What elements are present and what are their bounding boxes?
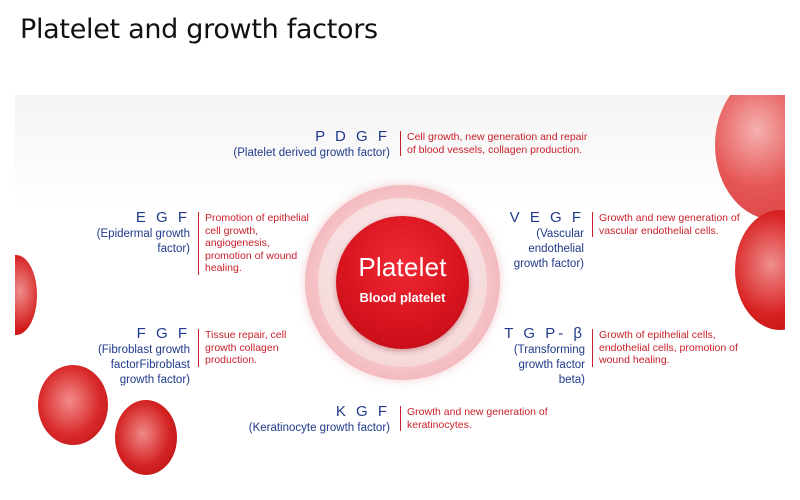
- pdgf-description: Cell growth, new generation and repair o…: [400, 131, 592, 156]
- red-blood-cell-image: [38, 365, 108, 445]
- pdgf-abbreviation: P D G F: [315, 128, 390, 145]
- fgf-label: F G F (Fibroblast growth factorFibroblas…: [85, 325, 190, 388]
- red-blood-cell-image: [15, 255, 37, 335]
- platelet-core: [336, 216, 469, 349]
- egf-label: E G F (Epidermal growth factor): [75, 209, 190, 257]
- pdgf-label: P D G F (Platelet derived growth factor): [210, 128, 390, 161]
- egf-abbreviation: E G F: [135, 209, 190, 226]
- egf-full-name: (Epidermal growth factor): [96, 228, 190, 255]
- page-title: Platelet and growth factors: [20, 14, 378, 45]
- egf-description: Promotion of epithelial cell growth, ang…: [198, 212, 313, 275]
- tgf-beta-abbreviation: T G P- β: [504, 325, 585, 342]
- kgf-description: Growth and new generation of keratinocyt…: [400, 406, 557, 431]
- vegf-label: V E G F (Vascular endothelial growth fac…: [502, 209, 584, 272]
- tgf-beta-full-name: (Transforming growth factor beta): [513, 344, 585, 386]
- tgf-beta-description: Growth of epithelial cells, endothelial …: [592, 329, 744, 367]
- pdgf-full-name: (Platelet derived growth factor): [233, 147, 390, 159]
- fgf-abbreviation: F G F: [136, 325, 190, 342]
- tgf-beta-label: T G P- β (Transforming growth factor bet…: [500, 325, 585, 388]
- red-blood-cell-image: [115, 400, 177, 475]
- vegf-description: Growth and new generation of vascular en…: [592, 212, 744, 237]
- kgf-label: K G F (Keratinocyte growth factor): [210, 403, 390, 436]
- platelet-title: Platelet: [358, 252, 447, 282]
- kgf-full-name: (Keratinocyte growth factor): [248, 422, 390, 434]
- vegf-abbreviation: V E G F: [509, 209, 584, 226]
- fgf-description: Tissue repair, cell growth collagen prod…: [198, 329, 295, 367]
- vegf-full-name: (Vascular endothelial growth factor): [513, 228, 584, 270]
- fgf-full-name: (Fibroblast growth factorFibroblast grow…: [97, 344, 190, 386]
- platelet-subtitle: Blood platelet: [359, 290, 446, 305]
- kgf-abbreviation: K G F: [335, 403, 390, 420]
- red-blood-cell-image: [715, 95, 785, 220]
